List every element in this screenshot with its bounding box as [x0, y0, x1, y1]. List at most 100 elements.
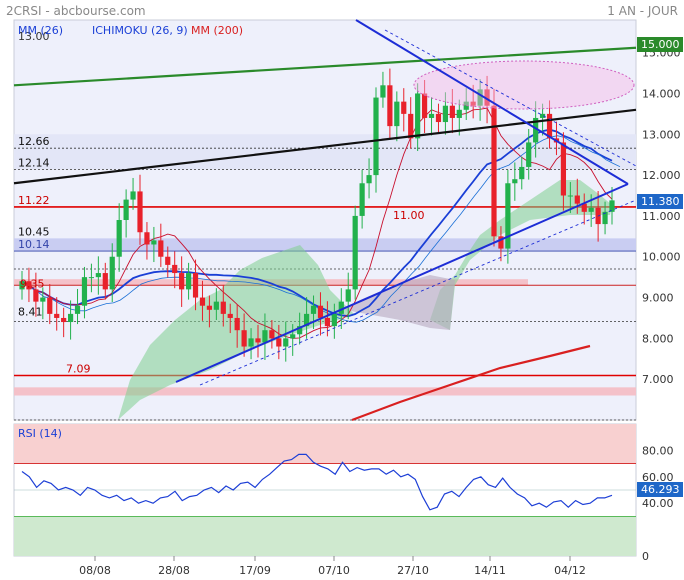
candle-body: [255, 338, 261, 343]
candle-body: [241, 330, 247, 347]
resistance-badge-label: 15.000: [641, 38, 680, 51]
candle-body: [130, 191, 136, 200]
candle-body: [491, 105, 497, 237]
candle-body: [303, 313, 310, 327]
candle-body: [560, 142, 567, 196]
candle-body: [40, 297, 46, 302]
candle-body: [19, 281, 25, 290]
candle-body: [310, 305, 317, 314]
rsi-last-label: 46.293: [641, 483, 680, 496]
candle-body: [81, 277, 88, 306]
candle-body: [567, 195, 573, 197]
candle-body: [366, 175, 372, 184]
candle-body: [269, 330, 275, 339]
x-tick-label: 14/11: [474, 564, 506, 577]
candle-body: [449, 105, 455, 118]
candle-body: [144, 232, 150, 245]
resistance-badge: [637, 37, 683, 52]
x-tick-label: 28/08: [158, 564, 190, 577]
level-label-l1100: 11.00: [393, 209, 425, 222]
rsi-oversold-zone: [14, 516, 636, 556]
candle-body: [498, 236, 504, 249]
x-tick-label: 17/09: [239, 564, 271, 577]
candle-body: [380, 85, 386, 98]
rsi-tick-80.00: 80.00: [642, 444, 674, 457]
candle-body: [290, 334, 296, 339]
level-label-l935: 9.35: [20, 277, 45, 290]
candle-body: [588, 207, 594, 212]
candle-body: [47, 297, 53, 314]
candle-body: [456, 109, 462, 118]
candle-body: [297, 326, 303, 335]
candle-body: [484, 89, 490, 106]
candle-body: [199, 297, 206, 306]
resistance-trendline: [13, 46, 637, 87]
x-tick-label: 07/10: [318, 564, 350, 577]
y-tick-13.000: 13.000: [642, 128, 681, 141]
level-label-l1045: 10.45: [18, 225, 50, 238]
x-tick-label: 27/10: [397, 564, 429, 577]
candle-body: [477, 89, 483, 106]
rsi-title: RSI (14): [18, 427, 62, 440]
candle-body: [435, 113, 442, 123]
candle-body: [428, 113, 435, 118]
legend-mm26: MM (26): [18, 24, 63, 37]
candle-body: [137, 191, 143, 233]
last-price-badge: [637, 194, 683, 209]
candle-body: [262, 330, 268, 343]
mm26-line: [21, 128, 613, 318]
level-label-l1122: 11.22: [18, 194, 50, 207]
candle-body: [470, 101, 476, 106]
candle-body: [533, 117, 539, 143]
candle-body: [185, 273, 192, 290]
y-tick-11.000: 11.000: [642, 210, 681, 223]
candle-body: [609, 200, 615, 212]
candle-body: [574, 195, 580, 204]
candle-body: [116, 220, 122, 257]
candle-body: [213, 301, 219, 310]
candle-body: [324, 317, 331, 327]
last-price-label: 11.380: [641, 195, 680, 208]
rsi-tick-40.00: 40.00: [642, 497, 674, 510]
rsi-tick-0: 0: [642, 550, 649, 563]
candle-body: [179, 273, 185, 290]
rsi-overbought-zone: [14, 424, 636, 464]
level-label-l1014: 10.14: [18, 238, 50, 251]
candle-body: [67, 313, 74, 323]
candle-body: [505, 183, 511, 249]
x-tick-label: 04/12: [554, 564, 586, 577]
x-tick-label: 08/08: [79, 564, 111, 577]
y-tick-14.000: 14.000: [642, 87, 681, 100]
level-label-l709: 7.09: [66, 363, 91, 376]
rsi-tick-60.00: 60.00: [642, 471, 674, 484]
y-tick-10.000: 10.000: [642, 251, 681, 264]
candle-body: [74, 305, 81, 314]
candle-body: [373, 97, 379, 176]
candle-body: [26, 281, 32, 290]
zone-band: [14, 134, 636, 170]
candle-body: [539, 113, 546, 118]
candle-body: [172, 264, 178, 274]
ichimoku-cloud-bull: [118, 245, 355, 420]
candle-body: [338, 301, 344, 314]
candle-body: [220, 301, 226, 314]
candle-body: [512, 179, 518, 184]
y-tick-9.000: 9.000: [642, 292, 674, 305]
black-trendline: [13, 108, 637, 185]
candle-body: [234, 317, 240, 331]
candle-body: [33, 289, 39, 302]
candle-body: [54, 313, 60, 318]
triangle-lower-dashed: [199, 199, 637, 386]
level-label-l1300: 13.00: [18, 30, 50, 43]
candle-body: [394, 101, 400, 127]
candle-body: [331, 313, 337, 327]
level-label-l1214: 12.14: [18, 156, 50, 169]
candle-body: [151, 240, 157, 245]
candle-body: [415, 93, 421, 139]
candle-body: [248, 338, 254, 347]
candle-body: [345, 289, 351, 302]
candle-body: [192, 273, 199, 298]
kijun-line: [29, 135, 621, 323]
candle-body: [463, 101, 469, 110]
